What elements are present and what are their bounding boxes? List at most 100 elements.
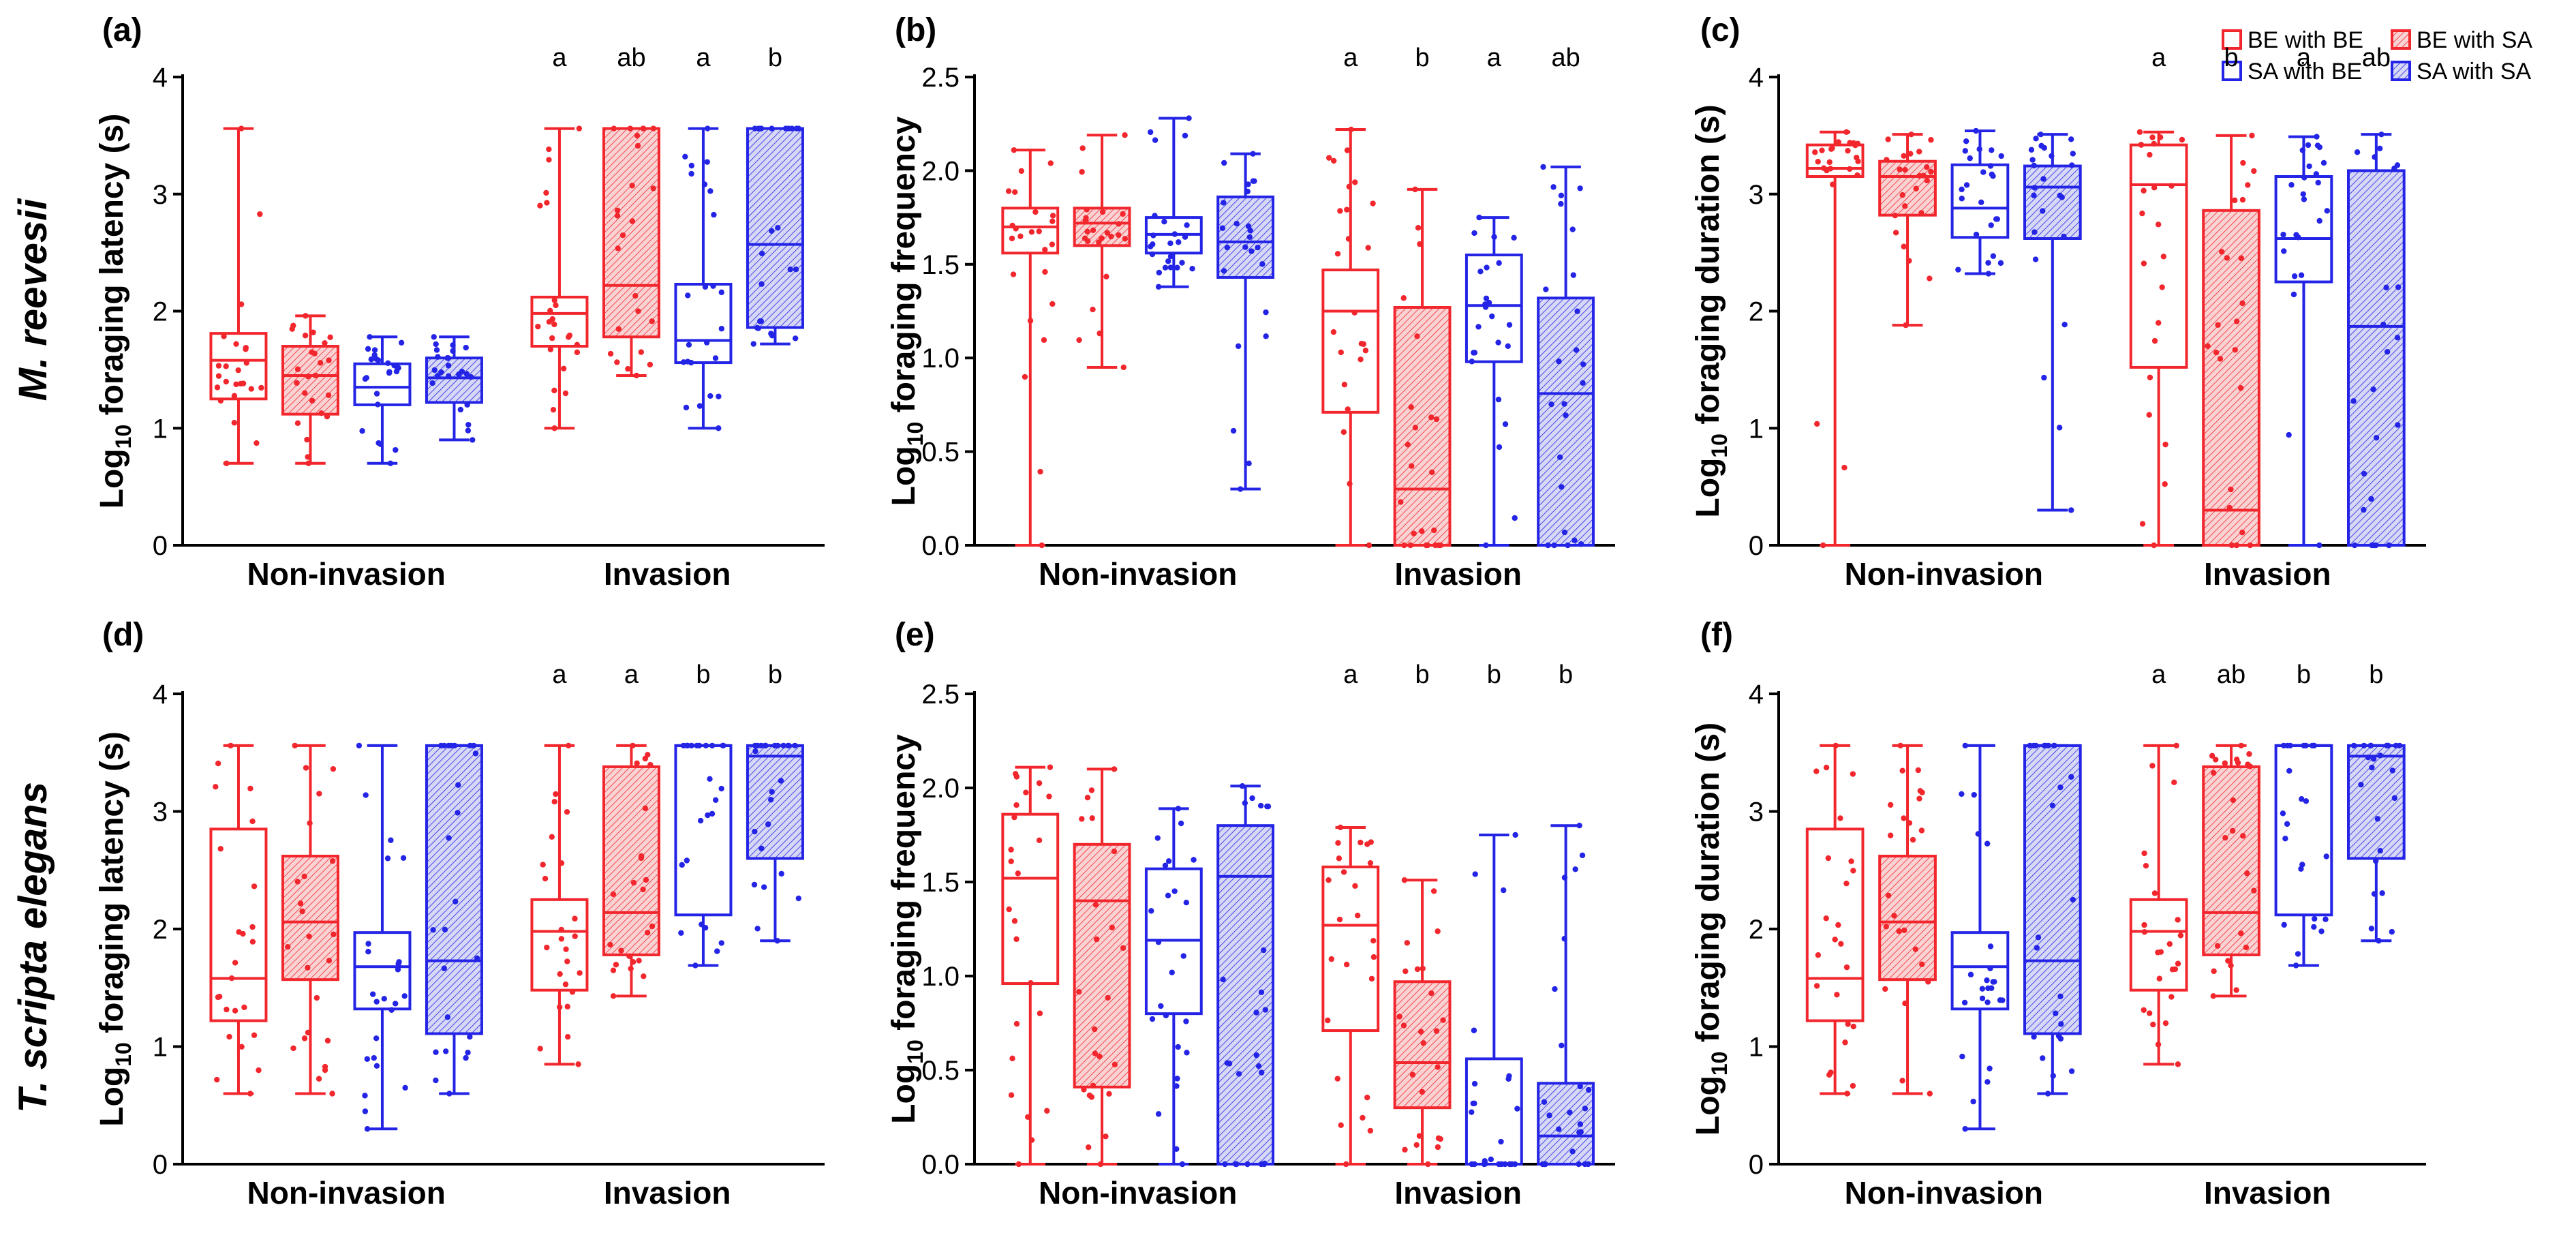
data-point bbox=[537, 202, 543, 209]
data-point bbox=[636, 958, 642, 964]
data-point bbox=[1826, 1071, 1833, 1078]
box-be-sa-non-invasion bbox=[1878, 131, 1937, 329]
data-point bbox=[2070, 896, 2076, 903]
data-point bbox=[1990, 253, 1997, 259]
data-point bbox=[1469, 1109, 1475, 1115]
data-point bbox=[1106, 1091, 1112, 1097]
data-point bbox=[1340, 429, 1347, 436]
data-point bbox=[236, 929, 242, 935]
data-point bbox=[1987, 163, 1994, 169]
y-tick-label: 3 bbox=[153, 180, 168, 210]
data-point bbox=[1815, 159, 1821, 165]
data-point bbox=[445, 363, 452, 369]
data-point bbox=[2237, 385, 2244, 391]
legend-label-be-be: BE with BE bbox=[2248, 27, 2363, 53]
data-point bbox=[1892, 212, 1899, 219]
data-point bbox=[2141, 929, 2148, 935]
panel-e: (e) Log10 foraging frequency 0.0 0.5 1.0 1.5 2… bbox=[886, 617, 1615, 1211]
data-point bbox=[442, 1048, 449, 1054]
data-point bbox=[1924, 177, 1930, 183]
data-point bbox=[1260, 947, 1267, 954]
data-point bbox=[2291, 273, 2298, 279]
data-point bbox=[326, 958, 333, 964]
data-point bbox=[1902, 203, 1908, 209]
data-point bbox=[1843, 880, 1850, 887]
data-point bbox=[299, 908, 305, 915]
data-point bbox=[1854, 172, 1860, 179]
data-point bbox=[1174, 264, 1180, 271]
data-point bbox=[1182, 234, 1189, 240]
data-point bbox=[686, 341, 692, 348]
data-point bbox=[249, 939, 256, 945]
data-point bbox=[2215, 322, 2221, 328]
data-point bbox=[712, 797, 719, 803]
data-point bbox=[1186, 115, 1192, 121]
data-point bbox=[2350, 742, 2357, 749]
data-point bbox=[711, 211, 717, 218]
data-point bbox=[1907, 151, 1914, 157]
data-point bbox=[1370, 937, 1377, 944]
data-point bbox=[1036, 228, 1042, 234]
panel-label: (b) bbox=[895, 12, 936, 48]
data-point bbox=[2136, 129, 2143, 135]
data-point bbox=[755, 125, 762, 132]
data-point bbox=[1892, 230, 1899, 236]
data-point bbox=[433, 341, 439, 348]
data-point bbox=[2175, 1061, 2181, 1067]
data-point bbox=[2361, 742, 2367, 749]
data-point bbox=[1899, 1078, 1905, 1084]
data-point bbox=[1013, 1020, 1020, 1027]
data-point bbox=[2354, 149, 2361, 155]
data-point bbox=[1576, 823, 1582, 829]
box-be-be-non-invasion bbox=[1001, 764, 1060, 1168]
box-iqr bbox=[530, 295, 589, 348]
data-point bbox=[1412, 425, 1419, 431]
data-point bbox=[465, 1050, 471, 1056]
data-point bbox=[1084, 207, 1090, 213]
data-point bbox=[1963, 138, 1969, 144]
data-point bbox=[1370, 200, 1376, 207]
y-tick-label: 3 bbox=[1749, 797, 1764, 827]
data-point bbox=[2384, 348, 2391, 355]
data-point bbox=[303, 313, 309, 319]
data-point bbox=[1334, 1076, 1340, 1082]
data-point bbox=[1345, 236, 1352, 242]
data-point bbox=[629, 218, 636, 224]
box-iqr bbox=[1465, 254, 1523, 363]
data-point bbox=[1561, 874, 1568, 881]
data-point bbox=[2370, 386, 2376, 393]
legend-swatch-sa-sa bbox=[2391, 61, 2411, 81]
box-be-sa-invasion: b bbox=[1393, 44, 1452, 549]
data-point bbox=[1328, 956, 1334, 962]
legend-swatch-be-be bbox=[2222, 29, 2242, 50]
data-point bbox=[785, 125, 792, 132]
y-tick-label: 0 bbox=[153, 531, 168, 561]
data-point bbox=[1975, 831, 1981, 837]
data-point bbox=[767, 797, 774, 803]
y-tick-label: 1.5 bbox=[921, 868, 960, 898]
x-category-label: Invasion bbox=[2204, 556, 2331, 592]
box-sa-be-invasion: a bbox=[674, 44, 733, 431]
data-point bbox=[793, 266, 799, 273]
data-point bbox=[1182, 132, 1189, 139]
data-point bbox=[1569, 226, 1576, 232]
data-point bbox=[696, 742, 703, 749]
data-point bbox=[1855, 158, 1861, 164]
data-point bbox=[465, 427, 472, 433]
box-be-sa-non-invasion bbox=[281, 313, 339, 466]
data-point bbox=[771, 742, 778, 749]
data-point bbox=[2139, 210, 2145, 217]
data-point bbox=[1409, 1071, 1416, 1078]
data-point bbox=[441, 742, 447, 749]
data-point bbox=[1103, 1133, 1109, 1140]
data-point bbox=[2299, 796, 2305, 802]
data-point bbox=[304, 436, 310, 443]
data-point bbox=[1899, 767, 1905, 774]
data-point bbox=[750, 341, 756, 347]
box-sa-be-non-invasion bbox=[1144, 115, 1203, 290]
data-point bbox=[1239, 783, 1246, 789]
data-point bbox=[2368, 926, 2375, 932]
data-point bbox=[2244, 870, 2250, 877]
data-point bbox=[1179, 260, 1185, 266]
data-point bbox=[2157, 134, 2164, 140]
